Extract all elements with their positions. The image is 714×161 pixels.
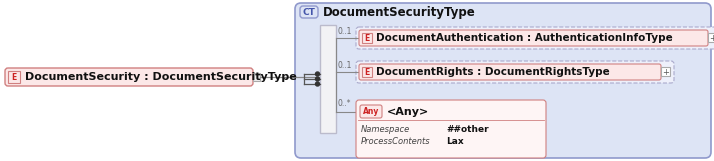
Bar bbox=[661, 67, 670, 76]
Circle shape bbox=[316, 77, 319, 81]
Bar bbox=[320, 25, 336, 133]
FancyBboxPatch shape bbox=[359, 30, 708, 46]
Text: 0..*: 0..* bbox=[338, 99, 351, 108]
Text: DocumentAuthentication : AuthenticationInfoType: DocumentAuthentication : AuthenticationI… bbox=[376, 33, 673, 43]
Text: 0..1: 0..1 bbox=[338, 27, 353, 35]
Bar bbox=[708, 33, 714, 42]
FancyBboxPatch shape bbox=[356, 100, 546, 158]
Text: E: E bbox=[11, 72, 16, 81]
Text: ProcessContents: ProcessContents bbox=[361, 137, 431, 147]
FancyBboxPatch shape bbox=[356, 61, 674, 83]
Bar bbox=[8, 71, 20, 83]
Text: Namespace: Namespace bbox=[361, 126, 411, 134]
Text: DocumentRights : DocumentRightsType: DocumentRights : DocumentRightsType bbox=[376, 67, 610, 77]
Text: E: E bbox=[364, 67, 370, 76]
Bar bbox=[362, 33, 372, 43]
Text: Lax: Lax bbox=[446, 137, 463, 147]
Text: ##other: ##other bbox=[446, 126, 488, 134]
Text: DocumentSecurity : DocumentSecurityType: DocumentSecurity : DocumentSecurityType bbox=[25, 72, 297, 82]
Text: DocumentSecurityType: DocumentSecurityType bbox=[323, 5, 476, 19]
Text: Any: Any bbox=[363, 107, 379, 116]
Text: CT: CT bbox=[303, 8, 316, 16]
Circle shape bbox=[316, 82, 319, 86]
FancyBboxPatch shape bbox=[360, 105, 382, 118]
Text: +: + bbox=[709, 33, 714, 43]
FancyBboxPatch shape bbox=[5, 68, 253, 86]
FancyBboxPatch shape bbox=[356, 27, 714, 49]
FancyBboxPatch shape bbox=[359, 64, 661, 80]
Text: <Any>: <Any> bbox=[387, 107, 429, 117]
Text: 0..1: 0..1 bbox=[338, 61, 353, 70]
Bar bbox=[253, 73, 260, 81]
Circle shape bbox=[316, 72, 319, 76]
FancyBboxPatch shape bbox=[300, 6, 318, 18]
Text: E: E bbox=[364, 33, 370, 43]
Text: +: + bbox=[662, 67, 669, 76]
FancyBboxPatch shape bbox=[295, 3, 711, 158]
Bar bbox=[362, 67, 372, 77]
